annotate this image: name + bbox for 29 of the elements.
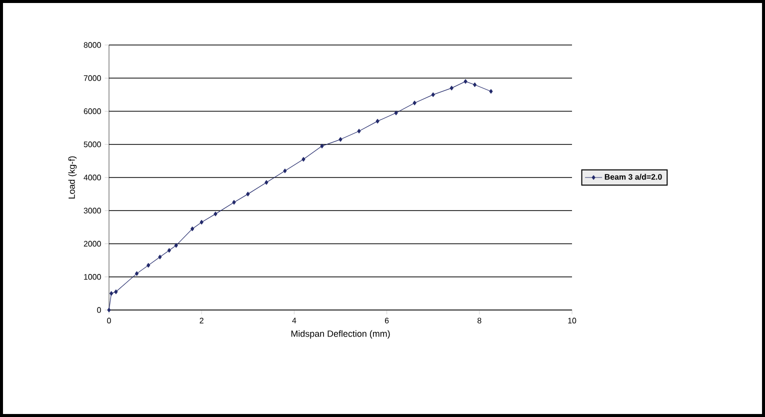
point [110,291,114,296]
point [489,89,493,94]
point [357,128,361,134]
point [200,220,204,225]
point [431,92,435,97]
point [394,110,398,116]
point [174,243,178,248]
y-axis-title: Load (kg-f) [68,156,77,198]
point [158,254,162,260]
point [134,271,139,276]
point [232,200,236,205]
point [472,82,477,88]
point [246,192,250,196]
point [264,180,268,185]
point [320,144,324,148]
point [114,289,118,294]
point [283,168,287,174]
point [214,212,218,216]
point [167,248,171,253]
point [302,156,306,162]
point [464,79,468,84]
x-axis-title: Midspan Deflection (mm) [291,330,390,339]
point [412,100,416,106]
point [107,308,111,312]
point [450,86,454,90]
point [146,262,150,268]
point [376,118,380,124]
point [338,137,342,142]
point [190,226,194,232]
